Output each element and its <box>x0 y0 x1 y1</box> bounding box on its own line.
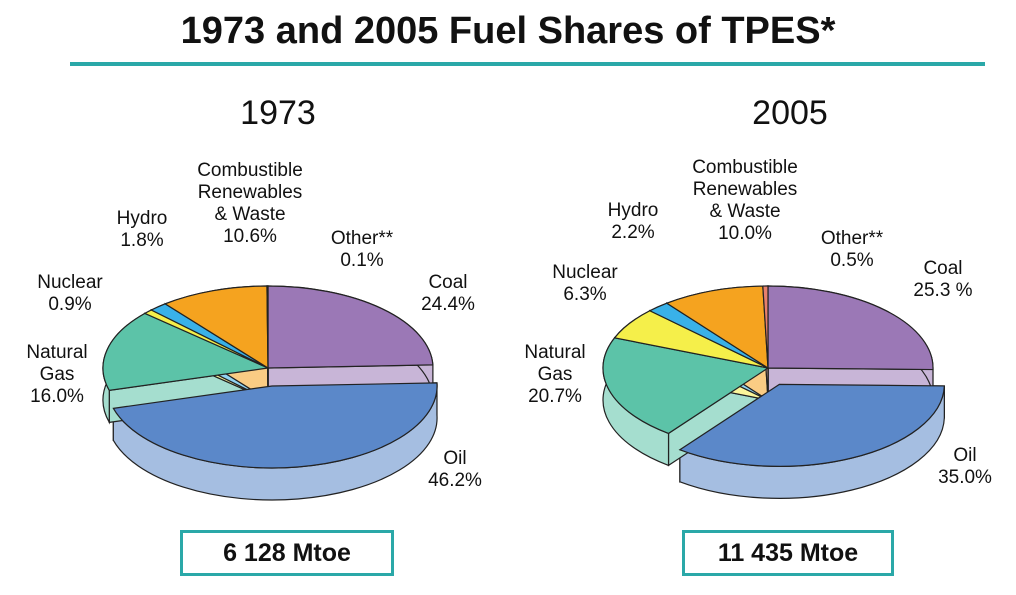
slice-label: Nuclear 0.9% <box>30 272 110 316</box>
slice-label: Oil 35.0% <box>925 445 1005 489</box>
slice-label: Combustible Renewables & Waste 10.6% <box>191 160 309 248</box>
main-title: 1973 and 2005 Fuel Shares of TPES* <box>180 10 836 52</box>
value-label: 35.0% <box>938 467 992 488</box>
category-label: Natural Gas <box>524 342 586 385</box>
slice-label: Natural Gas 16.0% <box>17 342 97 408</box>
value-label: 0.9% <box>48 294 92 315</box>
category-label: Other** <box>820 228 884 249</box>
slice-label: Coal 25.3 % <box>903 258 983 302</box>
value-label: 10.0% <box>718 223 772 244</box>
slice-label: Other** 0.1% <box>322 228 402 272</box>
slice-label: Hydro 1.8% <box>102 208 182 252</box>
category-label: Oil <box>443 448 467 469</box>
category-label: Nuclear <box>552 262 618 283</box>
slice <box>767 285 934 371</box>
category-label: Nuclear <box>37 272 103 293</box>
slice-label: Hydro 2.2% <box>593 200 673 244</box>
category-label: Hydro <box>116 208 168 229</box>
value-label: 1.8% <box>120 230 164 251</box>
category-label: Other** <box>330 228 394 249</box>
value-label: 46.2% <box>428 470 482 491</box>
slice <box>267 285 434 369</box>
slice <box>112 382 438 469</box>
category-label: Combustible Renewables & Waste <box>692 157 798 222</box>
slice-label: Coal 24.4% <box>408 272 488 316</box>
category-label: Oil <box>953 445 977 466</box>
value-label: 2.2% <box>611 222 655 243</box>
slice-label: Other** 0.5% <box>812 228 892 272</box>
value-label: 20.7% <box>528 386 582 407</box>
slice <box>266 285 269 369</box>
value-label: 0.5% <box>830 250 874 271</box>
title-rule <box>70 62 985 66</box>
value-label: 6.3% <box>563 284 607 305</box>
total-label: 6 128 Mtoe <box>223 539 351 567</box>
slice <box>602 337 770 435</box>
value-label: 0.1% <box>340 250 384 271</box>
category-label: Coal <box>923 258 963 279</box>
slice-label: Nuclear 6.3% <box>545 262 625 306</box>
slice <box>665 285 769 370</box>
slice <box>678 383 945 467</box>
pie-title: 1973 <box>240 94 316 132</box>
category-label: Coal <box>428 272 468 293</box>
value-label: 25.3 % <box>913 280 973 301</box>
slice-label: Natural Gas 20.7% <box>515 342 595 408</box>
category-label: Hydro <box>607 200 659 221</box>
total-box: 6 128 Mtoe <box>180 530 394 576</box>
slice <box>163 285 269 370</box>
value-label: 24.4% <box>421 294 475 315</box>
category-label: Combustible Renewables & Waste <box>197 160 303 225</box>
pie-title: 2005 <box>752 94 828 132</box>
value-label: 16.0% <box>30 386 84 407</box>
value-label: 10.6% <box>223 226 277 247</box>
slice <box>102 312 271 392</box>
total-label: 11 435 Mtoe <box>717 539 859 567</box>
slice-label: Oil 46.2% <box>415 448 495 492</box>
slice-label: Combustible Renewables & Waste 10.0% <box>686 157 804 245</box>
total-box: 11 435 Mtoe <box>682 530 894 576</box>
category-label: Natural Gas <box>26 342 88 385</box>
slice <box>762 285 769 369</box>
